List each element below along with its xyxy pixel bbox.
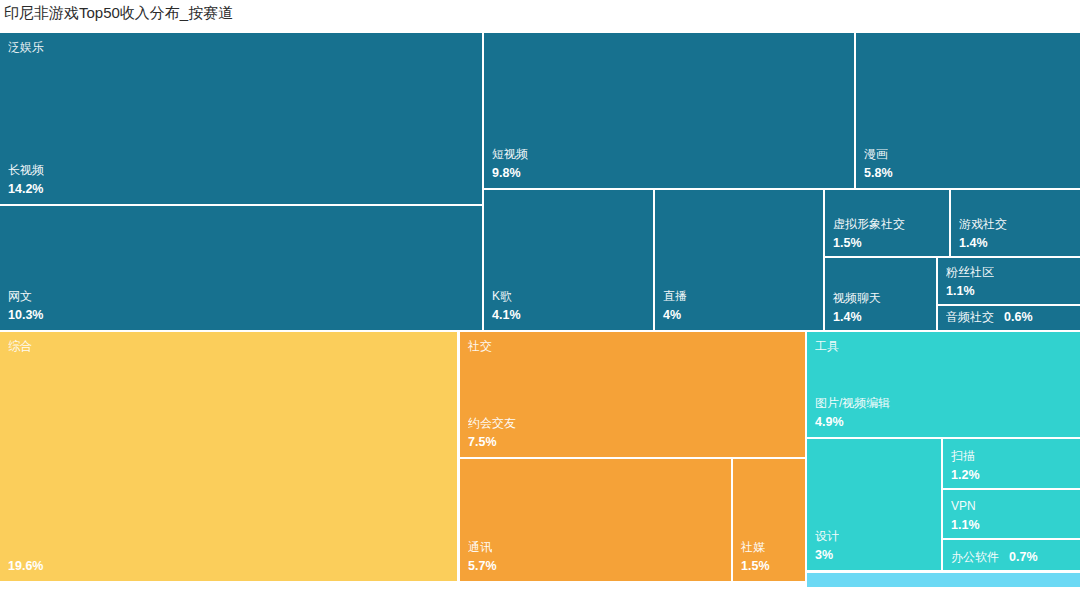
group-label-social: 社交	[468, 338, 492, 355]
cell-short-video[interactable]: 短视频 9.8%	[484, 33, 854, 188]
cell-video-chat[interactable]: 视频聊天 1.4%	[825, 258, 936, 330]
cell-label-block: 扫描 1.2%	[951, 448, 980, 484]
cell-name: 虚拟形象社交	[833, 216, 905, 233]
cell-label-block: 短视频 9.8%	[492, 146, 528, 182]
cell-value: 5.8%	[864, 164, 893, 182]
cell-office-software[interactable]: 办公软件 0.7%	[943, 540, 1080, 570]
cell-photo-video-editing[interactable]: 工具 图片/视频编辑 4.9%	[807, 332, 1080, 437]
group-label-general: 综合	[8, 338, 32, 355]
cell-unlabeled-small[interactable]	[807, 573, 1080, 587]
cell-label-block: 直播 4%	[663, 288, 687, 324]
cell-name: 视频聊天	[833, 290, 881, 307]
cell-scan[interactable]: 扫描 1.2%	[943, 439, 1080, 488]
cell-name: 粉丝社区	[946, 264, 994, 281]
cell-name: 长视频	[8, 162, 44, 179]
cell-label-block: 社媒 1.5%	[741, 539, 770, 575]
cell-name: VPN	[951, 498, 980, 515]
cell-value: 1.1%	[946, 282, 994, 300]
cell-label-block: 通讯 5.7%	[468, 539, 497, 575]
cell-label-block: 音频社交 0.6%	[946, 308, 1033, 326]
cell-value: 7.5%	[468, 433, 516, 451]
cell-value: 19.6%	[8, 557, 43, 575]
cell-label-block: 粉丝社区 1.1%	[946, 264, 994, 300]
cell-label-block: 办公软件 0.7%	[951, 548, 1038, 566]
cell-label-block: 网文 10.3%	[8, 288, 43, 324]
cell-value: 5.7%	[468, 557, 497, 575]
cell-value: 0.7%	[1009, 548, 1038, 566]
cell-name: 漫画	[864, 146, 893, 163]
cell-label-block: K歌 4.1%	[492, 288, 521, 324]
cell-label-block: 漫画 5.8%	[864, 146, 893, 182]
cell-label-block: 视频聊天 1.4%	[833, 290, 881, 326]
cell-name: K歌	[492, 288, 521, 305]
cell-name: 直播	[663, 288, 687, 305]
cell-label-block: 约会交友 7.5%	[468, 415, 516, 451]
cell-label-block: 虚拟形象社交 1.5%	[833, 216, 905, 252]
cell-avatar-social[interactable]: 虚拟形象社交 1.5%	[825, 190, 949, 256]
cell-messaging[interactable]: 通讯 5.7%	[460, 459, 731, 581]
cell-label-block: 设计 3%	[815, 528, 839, 564]
group-label-pan-entertainment: 泛娱乐	[8, 39, 44, 56]
cell-general[interactable]: 综合 19.6%	[0, 332, 457, 581]
cell-live-streaming[interactable]: 直播 4%	[655, 190, 823, 330]
cell-value: 10.3%	[8, 306, 43, 324]
cell-value: 1.5%	[741, 557, 770, 575]
cell-label-block: 游戏社交 1.4%	[959, 216, 1007, 252]
cell-label-block: VPN 1.1%	[951, 498, 980, 534]
cell-label-block: 长视频 14.2%	[8, 162, 44, 198]
cell-value: 9.8%	[492, 164, 528, 182]
cell-name: 游戏社交	[959, 216, 1007, 233]
cell-name: 音频社交	[946, 309, 994, 326]
cell-value: 1.4%	[959, 234, 1007, 252]
treemap-chart: 印尼非游戏Top50收入分布_按赛道 泛娱乐 长视频 14.2% 网文 10.3…	[0, 0, 1080, 589]
cell-name: 短视频	[492, 146, 528, 163]
cell-value: 1.1%	[951, 516, 980, 534]
cell-value: 14.2%	[8, 180, 44, 198]
cell-value: 4%	[663, 306, 687, 324]
cell-name: 通讯	[468, 539, 497, 556]
cell-name: 办公软件	[951, 549, 999, 566]
cell-value: 1.4%	[833, 308, 881, 326]
cell-name: 社媒	[741, 539, 770, 556]
cell-value: 0.6%	[1004, 308, 1033, 326]
cell-value: 4.1%	[492, 306, 521, 324]
cell-value: 4.9%	[815, 413, 890, 431]
cell-long-video[interactable]: 泛娱乐 长视频 14.2%	[0, 33, 482, 204]
cell-social-media[interactable]: 社媒 1.5%	[733, 459, 805, 581]
cell-karaoke[interactable]: K歌 4.1%	[484, 190, 653, 330]
cell-dating[interactable]: 社交 约会交友 7.5%	[460, 332, 805, 457]
cell-name: 扫描	[951, 448, 980, 465]
group-label-tools: 工具	[815, 338, 839, 355]
cell-name: 图片/视频编辑	[815, 395, 890, 412]
cell-vpn[interactable]: VPN 1.1%	[943, 490, 1080, 538]
cell-value: 1.2%	[951, 466, 980, 484]
cell-design[interactable]: 设计 3%	[807, 439, 941, 570]
chart-title: 印尼非游戏Top50收入分布_按赛道	[4, 4, 233, 23]
cell-value: 3%	[815, 546, 839, 564]
cell-label-block: 19.6%	[8, 557, 43, 575]
cell-value: 1.5%	[833, 234, 905, 252]
cell-web-novels[interactable]: 网文 10.3%	[0, 206, 482, 330]
cell-name: 网文	[8, 288, 43, 305]
cell-name: 设计	[815, 528, 839, 545]
cell-comics[interactable]: 漫画 5.8%	[856, 33, 1080, 188]
cell-fan-community[interactable]: 粉丝社区 1.1%	[938, 258, 1080, 304]
cell-game-social[interactable]: 游戏社交 1.4%	[951, 190, 1080, 256]
cell-label-block: 图片/视频编辑 4.9%	[815, 395, 890, 431]
cell-audio-social[interactable]: 音频社交 0.6%	[938, 306, 1080, 330]
cell-name: 约会交友	[468, 415, 516, 432]
